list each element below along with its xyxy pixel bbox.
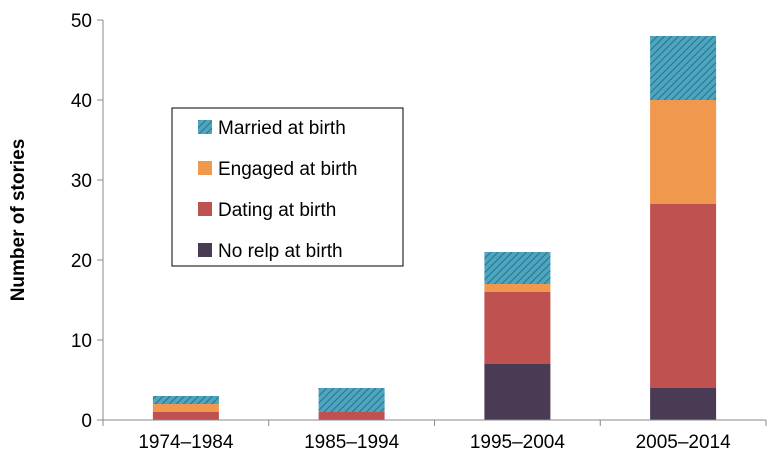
bar-engaged-at-birth-2005-2014 [650, 100, 717, 204]
y-tick-label: 10 [71, 331, 92, 352]
y-tick-label: 0 [81, 411, 92, 432]
legend: Married at birth Engaged at birth Dating a… [171, 107, 404, 267]
legend-label-no-relp-at-birth: No relp at birth [218, 241, 343, 262]
bar-married-at-birth-1985-1994 [318, 388, 385, 412]
x-tick-label-1974-1984: 1974–1984 [138, 432, 234, 453]
legend-swatch-engaged-at-birth [198, 161, 212, 175]
bar-no-relp-at-birth-1995-2004 [484, 364, 551, 420]
bar-dating-at-birth-1995-2004 [484, 292, 551, 364]
legend-label-dating-at-birth: Dating at birth [218, 200, 336, 221]
x-tick-label-1985-1994: 1985–1994 [304, 432, 400, 453]
bar-engaged-at-birth-1995-2004 [484, 284, 551, 292]
bar-married-at-birth-2005-2014 [650, 36, 717, 100]
bar-engaged-at-birth-1974-1984 [152, 404, 219, 412]
bar-dating-at-birth-2005-2014 [650, 204, 717, 388]
y-tick-label: 20 [71, 251, 92, 272]
x-tick-label-1995-2004: 1995–2004 [470, 432, 566, 453]
x-tick-label-2005-2014: 2005–2014 [636, 432, 732, 453]
legend-box [171, 107, 404, 267]
bar-dating-at-birth-1974-1984 [152, 412, 219, 420]
bar-married-at-birth-1995-2004 [484, 252, 551, 284]
legend-swatch-dating-at-birth [198, 202, 212, 216]
bars-group [152, 36, 717, 420]
y-axis-title: Number of stories [8, 139, 29, 302]
legend-label-engaged-at-birth: Engaged at birth [218, 159, 357, 180]
y-ticks-group: 0 10 20 30 40 50 [71, 11, 103, 432]
legend-swatch-married-at-birth [198, 120, 212, 134]
x-ticks-group: 1974–1984 1985–1994 1995–2004 2005–2014 [102, 420, 767, 453]
legend-swatch-no-relp-at-birth [198, 243, 212, 257]
bar-dating-at-birth-1985-1994 [318, 412, 385, 420]
legend-label-married-at-birth: Married at birth [218, 118, 346, 139]
y-tick-label: 40 [71, 91, 92, 112]
bar-married-at-birth-1974-1984 [152, 396, 219, 404]
bar-no-relp-at-birth-2005-2014 [650, 388, 717, 420]
y-tick-label: 50 [71, 11, 92, 32]
y-tick-label: 30 [71, 171, 92, 192]
